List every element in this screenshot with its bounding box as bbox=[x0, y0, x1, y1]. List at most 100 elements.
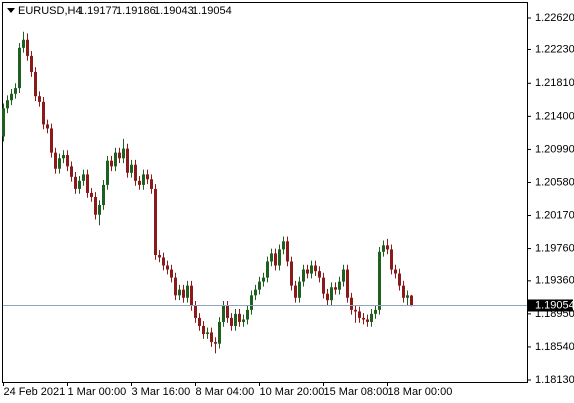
candle-body bbox=[222, 305, 225, 322]
candle-body bbox=[306, 269, 309, 274]
candle-body bbox=[378, 251, 381, 310]
candle-body bbox=[142, 174, 145, 185]
candle-body bbox=[110, 160, 113, 167]
candle-body bbox=[410, 295, 413, 306]
x-tick-label: 10 Mar 20:00 bbox=[260, 386, 325, 398]
candle-body bbox=[298, 281, 301, 298]
candle-body bbox=[226, 305, 229, 318]
x-tick-label: 18 Mar 00:00 bbox=[388, 386, 453, 398]
candle-body bbox=[78, 180, 81, 189]
candle-body bbox=[254, 289, 257, 296]
candle-body bbox=[38, 96, 41, 102]
candle-body bbox=[190, 285, 193, 306]
header-high: 1.19186 bbox=[116, 5, 156, 17]
candle-body bbox=[294, 285, 297, 298]
candle-body bbox=[310, 265, 313, 274]
candle-body bbox=[114, 152, 117, 167]
y-tick-label: 1.21400 bbox=[535, 110, 574, 122]
y-tick-label: 1.22230 bbox=[535, 43, 574, 55]
candle-body bbox=[18, 47, 21, 89]
candle-body bbox=[126, 148, 129, 173]
candle-body bbox=[338, 281, 341, 290]
candle-body bbox=[370, 313, 373, 322]
candle-body bbox=[30, 55, 33, 73]
candle-body bbox=[330, 287, 333, 301]
candle-body bbox=[342, 269, 345, 282]
candle-body bbox=[386, 245, 389, 250]
candle-body bbox=[134, 164, 137, 181]
candle-body bbox=[394, 269, 397, 274]
candle-body bbox=[22, 39, 25, 48]
candle-body bbox=[150, 179, 153, 189]
candle-body bbox=[138, 180, 141, 185]
candle-body bbox=[10, 93, 13, 101]
candle-body bbox=[314, 265, 317, 272]
candle-body bbox=[14, 88, 17, 94]
candle-body bbox=[358, 311, 361, 318]
x-tick-label: 24 Feb 2021 bbox=[4, 386, 66, 398]
candle-body bbox=[398, 273, 401, 286]
candle-body bbox=[230, 317, 233, 326]
candle-body bbox=[218, 321, 221, 344]
candle-body bbox=[326, 293, 329, 301]
candle-body bbox=[382, 245, 385, 252]
candle-body bbox=[86, 174, 89, 193]
candle-body bbox=[170, 269, 173, 278]
candle-body bbox=[234, 313, 237, 326]
y-tick-label: 1.20580 bbox=[535, 176, 574, 188]
candle-body bbox=[214, 342, 217, 344]
candle-body bbox=[106, 160, 109, 185]
candle-body bbox=[250, 295, 253, 310]
y-tick-label: 1.20170 bbox=[535, 209, 574, 221]
y-tick-label: 1.19360 bbox=[535, 275, 574, 287]
candle-body bbox=[206, 332, 209, 335]
candle-body bbox=[70, 166, 73, 177]
x-tick-label: 8 Mar 04:00 bbox=[196, 386, 255, 398]
candle-body bbox=[122, 148, 125, 159]
candle-body bbox=[266, 261, 269, 278]
candle-body bbox=[242, 319, 245, 322]
y-tick-label: 1.18540 bbox=[535, 341, 574, 353]
candle-body bbox=[238, 313, 241, 322]
x-tick-label: 1 Mar 00:00 bbox=[68, 386, 127, 398]
menu-arrow[interactable] bbox=[7, 8, 15, 13]
candle-body bbox=[262, 277, 265, 282]
candle-body bbox=[302, 269, 305, 282]
candle-body bbox=[334, 287, 337, 290]
candle-body bbox=[6, 100, 9, 109]
candle-body bbox=[278, 249, 281, 266]
candle-body bbox=[402, 285, 405, 298]
price-label: 1.19054 bbox=[535, 299, 574, 311]
candle-body bbox=[58, 158, 61, 169]
candle-body bbox=[166, 265, 169, 270]
candle-body bbox=[406, 295, 409, 298]
candle-body bbox=[82, 174, 85, 181]
candle-body bbox=[366, 319, 369, 322]
candle-body bbox=[354, 309, 357, 312]
candle-body bbox=[290, 261, 293, 286]
candle-body bbox=[54, 152, 57, 169]
y-tick-label: 1.19760 bbox=[535, 242, 574, 254]
candle-body bbox=[210, 332, 213, 343]
candle-body bbox=[162, 257, 165, 266]
candle-body bbox=[158, 255, 161, 258]
candle-body bbox=[102, 184, 105, 206]
candle-body bbox=[118, 152, 121, 159]
candle-body bbox=[194, 305, 197, 318]
candle-body bbox=[390, 249, 393, 270]
candle-body bbox=[346, 269, 349, 298]
candle-body bbox=[34, 72, 37, 97]
candle-body bbox=[90, 192, 93, 197]
candle-body bbox=[198, 317, 201, 326]
candle-body bbox=[62, 155, 65, 159]
candle-body bbox=[26, 39, 29, 56]
y-tick-label: 1.22620 bbox=[535, 12, 574, 24]
candle-body bbox=[182, 289, 185, 298]
header-low: 1.19043 bbox=[154, 5, 194, 17]
header-close: 1.19054 bbox=[192, 5, 232, 17]
candle-body bbox=[130, 164, 133, 173]
plot-frame bbox=[2, 2, 528, 383]
candle-body bbox=[174, 277, 177, 296]
price-box bbox=[527, 299, 573, 312]
